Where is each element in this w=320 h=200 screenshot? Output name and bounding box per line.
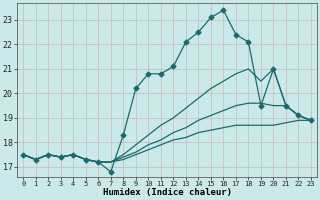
X-axis label: Humidex (Indice chaleur): Humidex (Indice chaleur) bbox=[103, 188, 232, 197]
